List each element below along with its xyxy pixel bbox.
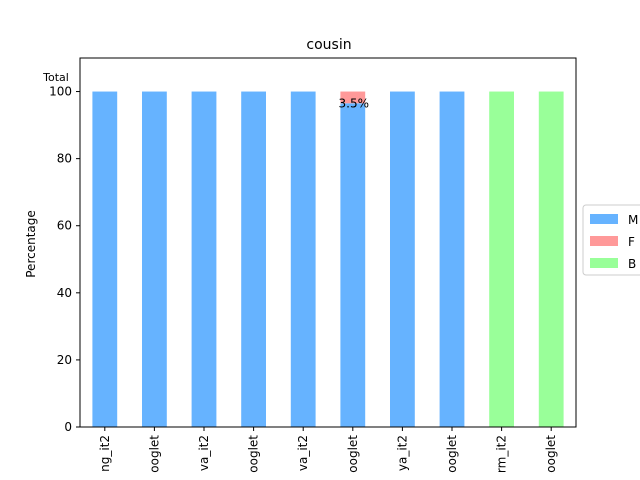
y-tick-label: 0 — [64, 420, 72, 434]
bar-B-8 — [489, 91, 514, 427]
y-tick-label: 60 — [57, 219, 72, 233]
x-tick-label: ooglet — [346, 435, 360, 473]
data-label: 3.5% — [339, 96, 370, 110]
x-tick-label: ya_it2 — [395, 435, 409, 471]
x-tick-label: va_it2 — [296, 435, 310, 471]
annotations-layer: 3.5% — [339, 96, 370, 110]
bar-M-7 — [439, 91, 465, 427]
y-tick-label: 100 — [49, 85, 72, 99]
x-axis: ng_it2 ooglet va_it2 ooglet va_it2 ooglet ya_i… — [98, 427, 558, 473]
y-axis-label: Percentage — [24, 210, 38, 278]
y-tick-label: 40 — [57, 286, 72, 300]
legend-swatch-B — [590, 258, 618, 268]
x-tick-label: va_it2 — [197, 435, 211, 471]
bar-M-3 — [241, 91, 266, 427]
legend-swatch-M — [590, 214, 618, 224]
x-tick-label: ooglet — [147, 435, 161, 473]
legend-swatch-F — [590, 236, 618, 246]
y-tick-label: 80 — [57, 152, 72, 166]
x-tick-label: rm_it2 — [495, 435, 509, 473]
legend: MFB — [582, 204, 640, 276]
legend-label-M: M — [628, 213, 638, 227]
bar-M-5 — [340, 103, 366, 427]
bar-M-4 — [290, 91, 316, 427]
corner-total-label: Total — [42, 71, 69, 84]
x-tick-label: ng_it2 — [98, 435, 112, 472]
x-tick-label: ooglet — [544, 435, 558, 473]
bar-M-1 — [142, 91, 167, 427]
chart-title: cousin — [306, 37, 351, 53]
bar-M-6 — [390, 91, 415, 427]
bar-M-0 — [92, 91, 118, 427]
y-tick-label: 20 — [57, 353, 72, 367]
bar-B-9 — [538, 91, 564, 427]
x-tick-label: ooglet — [247, 435, 261, 473]
bars-layer — [92, 91, 564, 427]
plot-frame — [79, 57, 577, 428]
bar-M-2 — [191, 91, 217, 427]
x-tick-label: ooglet — [445, 435, 459, 473]
y-axis: 0 20 40 60 80 100 — [49, 85, 80, 434]
legend-label-B: B — [628, 257, 636, 271]
bar-F-5 — [340, 91, 366, 104]
legend-label-F: F — [628, 235, 635, 249]
